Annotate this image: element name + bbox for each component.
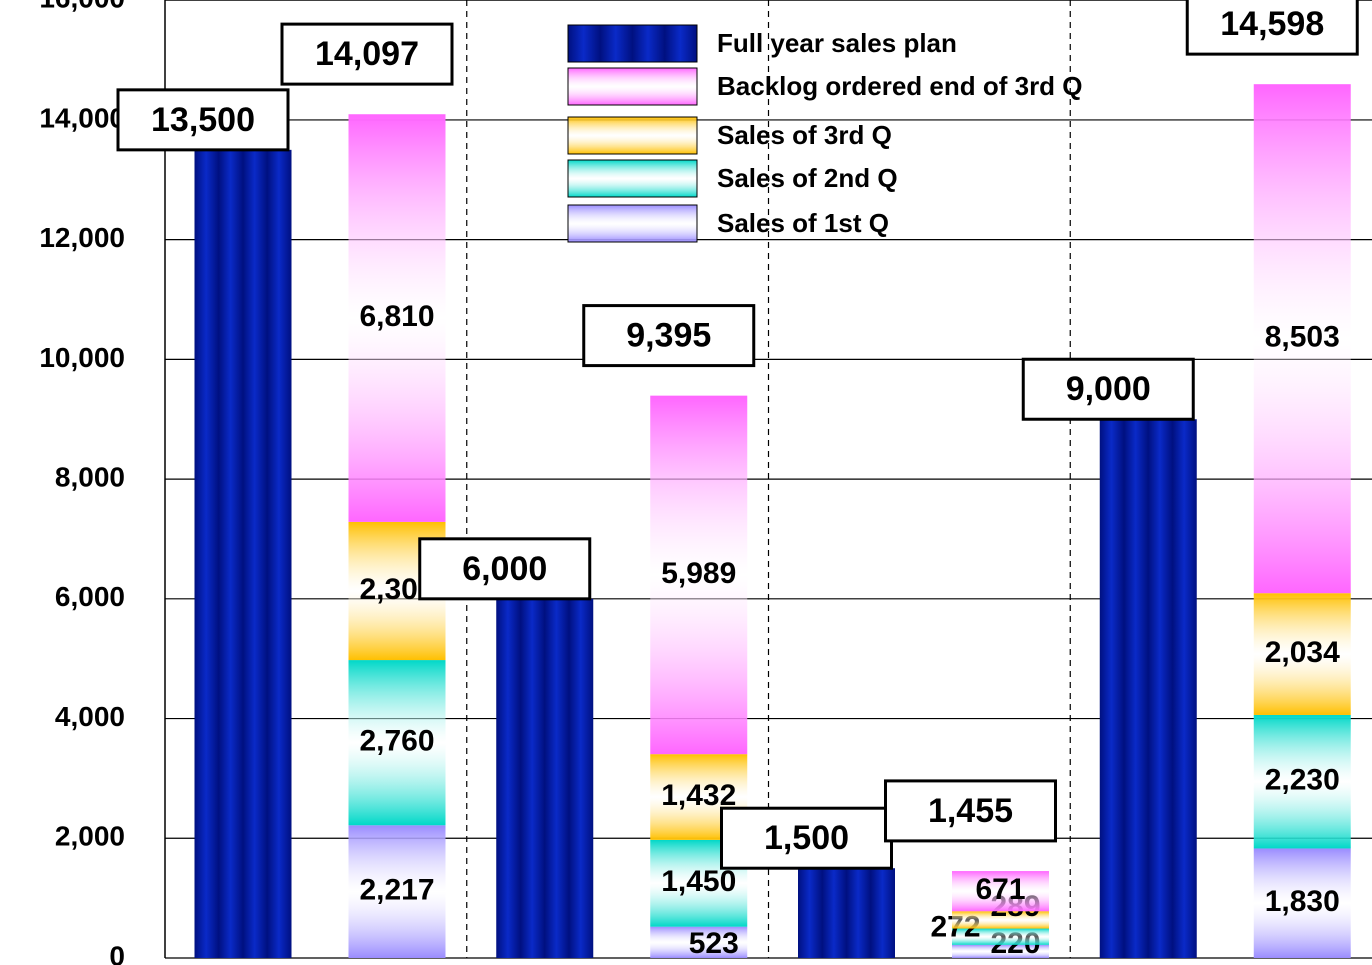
segment-label: 6,810 bbox=[359, 300, 434, 333]
y-tick-label: 14,000 bbox=[39, 102, 125, 133]
legend-swatch bbox=[567, 116, 698, 155]
value-box bbox=[720, 806, 893, 870]
value-box-label: 1,455 bbox=[928, 792, 1013, 830]
legend-label: Backlog ordered end of 3rd Q bbox=[717, 71, 1083, 101]
segment-label: 671 bbox=[975, 873, 1025, 906]
legend-swatch bbox=[567, 159, 698, 198]
segment-label: 523 bbox=[689, 927, 739, 960]
segment-label: 5,989 bbox=[661, 557, 736, 590]
stack-segment bbox=[1253, 714, 1351, 849]
segment-label: 1,432 bbox=[661, 779, 736, 812]
y-tick-label: 12,000 bbox=[39, 222, 125, 253]
value-box-label: 14,097 bbox=[315, 35, 419, 73]
segment-label: 2,760 bbox=[359, 725, 434, 758]
y-tick-label: 4,000 bbox=[55, 701, 125, 732]
segment-label: 1,450 bbox=[661, 865, 736, 898]
value-box-label: 13,500 bbox=[151, 101, 255, 139]
value-box bbox=[418, 537, 592, 601]
value-box-label: 1,500 bbox=[764, 819, 849, 857]
legend-label: Sales of 3rd Q bbox=[717, 120, 892, 150]
legend-swatch bbox=[567, 67, 698, 106]
legend-label: Sales of 1st Q bbox=[717, 208, 889, 238]
value-box-label: 9,395 bbox=[626, 317, 711, 355]
value-box-label: 9,000 bbox=[1066, 370, 1151, 408]
plan-bar bbox=[798, 868, 895, 958]
stack-segment bbox=[1253, 593, 1351, 715]
segment-label: 2,034 bbox=[1265, 636, 1340, 669]
plan-bar bbox=[496, 598, 594, 958]
value-box bbox=[1021, 357, 1195, 421]
value-box bbox=[1185, 0, 1359, 56]
value-box bbox=[280, 22, 454, 86]
plan-bar bbox=[1099, 419, 1197, 958]
legend-label: Sales of 2nd Q bbox=[717, 163, 898, 193]
y-tick-label: 0 bbox=[109, 940, 125, 965]
value-box-label: 6,000 bbox=[462, 550, 547, 588]
stack-segment bbox=[650, 926, 748, 958]
y-tick-label: 16,000 bbox=[39, 0, 125, 14]
stack-segment bbox=[952, 944, 1049, 958]
legend-swatch bbox=[567, 24, 698, 63]
value-box bbox=[884, 779, 1057, 843]
segment-label: 2,230 bbox=[1265, 764, 1340, 797]
segment-label: 2,217 bbox=[359, 874, 434, 907]
segment-label: 8,503 bbox=[1265, 321, 1340, 354]
stack-segment bbox=[952, 928, 1049, 945]
legend-swatch bbox=[567, 204, 698, 243]
plan-bar bbox=[194, 149, 292, 958]
value-box bbox=[116, 88, 290, 152]
stack-segment bbox=[348, 660, 446, 826]
stack-segment bbox=[1253, 848, 1351, 958]
y-tick-label: 8,000 bbox=[55, 461, 125, 492]
legend-label: Full year sales plan bbox=[717, 28, 957, 58]
stack-segment bbox=[348, 825, 446, 958]
stack-segment bbox=[1253, 84, 1351, 594]
value-box-label: 14,598 bbox=[1220, 5, 1324, 43]
segment-label: 1,830 bbox=[1265, 885, 1340, 918]
stack-segment bbox=[952, 911, 1049, 929]
stack-segment bbox=[952, 871, 1049, 912]
value-box bbox=[582, 304, 756, 368]
stack-segment bbox=[348, 114, 446, 522]
stack-segment bbox=[650, 395, 748, 755]
y-tick-label: 6,000 bbox=[55, 581, 125, 612]
y-tick-label: 10,000 bbox=[39, 342, 125, 373]
y-tick-label: 2,000 bbox=[55, 821, 125, 852]
